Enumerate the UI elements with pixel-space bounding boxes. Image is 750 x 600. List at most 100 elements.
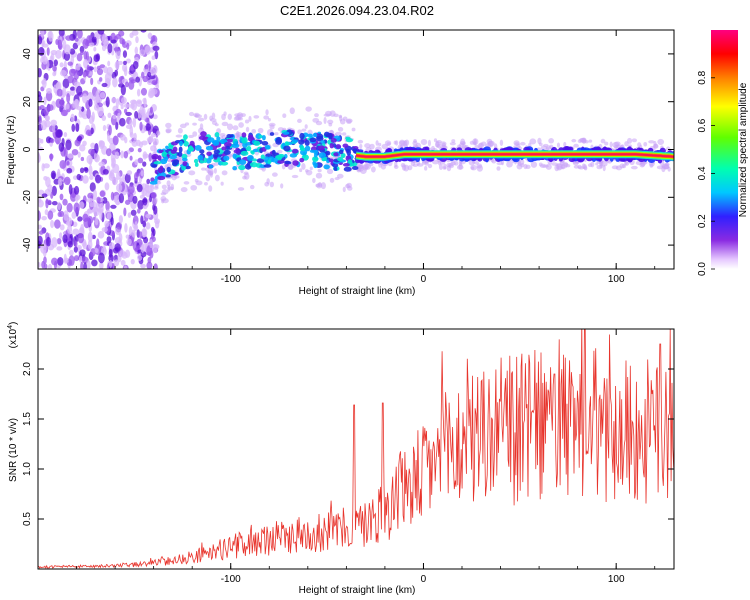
- spectrogram-cell: [282, 113, 287, 119]
- spectrogram-cell: [70, 113, 75, 123]
- spectrogram-ytick-label: -20: [22, 190, 33, 205]
- snr-xtick-label: 100: [608, 574, 625, 585]
- spectrogram-cell: [301, 128, 307, 132]
- spectrogram-cell: [133, 132, 137, 141]
- spectrogram-cell: [227, 113, 233, 120]
- spectrogram-cell: [56, 246, 63, 251]
- spectrogram-cell: [99, 140, 106, 148]
- spectrogram-cell: [84, 167, 89, 173]
- spectrogram-cell: [74, 240, 78, 247]
- spectrogram-cell: [264, 181, 270, 187]
- spectrogram-cell: [45, 90, 53, 102]
- snr-xlabel: Height of straight line (km): [299, 585, 416, 596]
- spectrogram-cell: [424, 161, 429, 166]
- spectrogram-cell: [66, 167, 73, 174]
- spectrogram-cell: [57, 168, 61, 177]
- spectrogram-cell: [323, 164, 330, 170]
- spectrogram-cell: [106, 212, 112, 220]
- spectrogram-cell: [209, 118, 217, 122]
- spectrogram-cell: [62, 198, 68, 206]
- spectrogram-cell: [370, 166, 376, 173]
- spectrogram-cell: [105, 200, 110, 212]
- spectrogram-cell: [268, 122, 276, 127]
- spectrogram-cell: [82, 71, 87, 78]
- spectrogram-cell: [105, 148, 112, 157]
- spectrogram-cell: [183, 134, 188, 140]
- spectrogram-panel: -100 0 100 -40 -20 0 20 40 Height of straight l…: [6, 29, 675, 297]
- spectrogram-cell: [129, 103, 135, 109]
- spectrogram-cell: [149, 250, 154, 259]
- spectrogram-cell: [77, 151, 81, 158]
- spectrogram-cell: [437, 143, 441, 149]
- spectrogram-cell: [47, 210, 54, 220]
- spectrogram-cell: [232, 125, 239, 131]
- spectrogram-cell: [197, 117, 205, 122]
- spectrogram-cell: [122, 50, 128, 58]
- spectrogram-cell: [69, 249, 74, 256]
- spectrogram-cell: [307, 133, 313, 138]
- spectrogram-cell: [118, 83, 125, 88]
- spectrogram-cell: [142, 153, 150, 159]
- spectrogram-cell: [271, 149, 276, 155]
- spectrogram-cell: [545, 163, 552, 170]
- spectrogram-cell: [152, 45, 160, 52]
- spectrogram-cell: [432, 160, 439, 165]
- spectrogram-cell: [299, 157, 305, 163]
- spectrogram-cell: [66, 202, 73, 213]
- spectrogram-cell: [151, 132, 157, 138]
- spectrogram-cell: [264, 144, 271, 150]
- spectrogram-cell: [188, 145, 194, 152]
- spectrogram-cell: [59, 70, 67, 77]
- spectrogram-cell: [166, 166, 172, 173]
- spectrogram-cell: [108, 242, 115, 250]
- spectrogram-cell: [71, 148, 79, 156]
- spectrogram-cell: [177, 151, 183, 157]
- spectrogram-cell: [223, 155, 230, 161]
- spectrogram-cell: [333, 113, 339, 118]
- spectrogram-cell: [151, 80, 158, 86]
- spectrogram-cell: [102, 168, 109, 175]
- spectrogram-cell: [163, 155, 169, 162]
- spectrogram-cell: [203, 181, 208, 186]
- spectrogram-cell: [450, 161, 457, 166]
- spectrogram-cell: [394, 160, 398, 168]
- spectrogram-cell: [86, 259, 91, 269]
- spectrogram-cell: [86, 197, 93, 203]
- spectrogram-cell: [265, 109, 269, 116]
- spectrogram-cell: [72, 30, 77, 40]
- spectrogram-cell: [267, 159, 272, 165]
- spectrogram-cell: [556, 142, 560, 148]
- spectrogram-cell: [175, 134, 183, 138]
- spectrogram-cell: [238, 122, 244, 128]
- spectrogram-cell: [87, 91, 94, 103]
- spectrogram-cell: [88, 42, 95, 47]
- spectrogram-cell: [123, 60, 127, 65]
- spectrogram-cell: [135, 36, 139, 44]
- spectrogram-cell: [67, 241, 74, 248]
- spectrogram-cell: [54, 219, 61, 229]
- spectrogram-cell: [101, 34, 108, 46]
- spectrogram-cell: [106, 236, 112, 243]
- spectrogram-cell: [76, 173, 82, 181]
- spectrogram-cell: [117, 112, 121, 119]
- spectrogram-cell: [72, 42, 79, 50]
- spectrogram-cell: [252, 148, 259, 153]
- spectrogram-cell: [66, 217, 73, 227]
- spectrogram-cell: [275, 136, 282, 144]
- spectrogram-cell: [115, 200, 120, 206]
- spectrogram-cell: [115, 33, 122, 40]
- spectrogram-cell: [140, 87, 148, 96]
- spectrogram-cell: [342, 132, 347, 136]
- spectrogram-cell: [132, 60, 139, 70]
- spectrogram-ytick-label: 40: [22, 48, 33, 60]
- spectrogram-cell: [93, 103, 100, 111]
- spectrogram-cell: [47, 104, 54, 112]
- spectrogram-cell: [300, 149, 308, 156]
- spectrogram-cell: [136, 184, 143, 193]
- spectrogram-cell: [140, 113, 147, 121]
- spectrogram-cell: [44, 115, 50, 122]
- spectrogram-cell: [351, 127, 356, 132]
- spectrogram-cell: [297, 129, 302, 135]
- spectrogram-cell: [284, 141, 290, 147]
